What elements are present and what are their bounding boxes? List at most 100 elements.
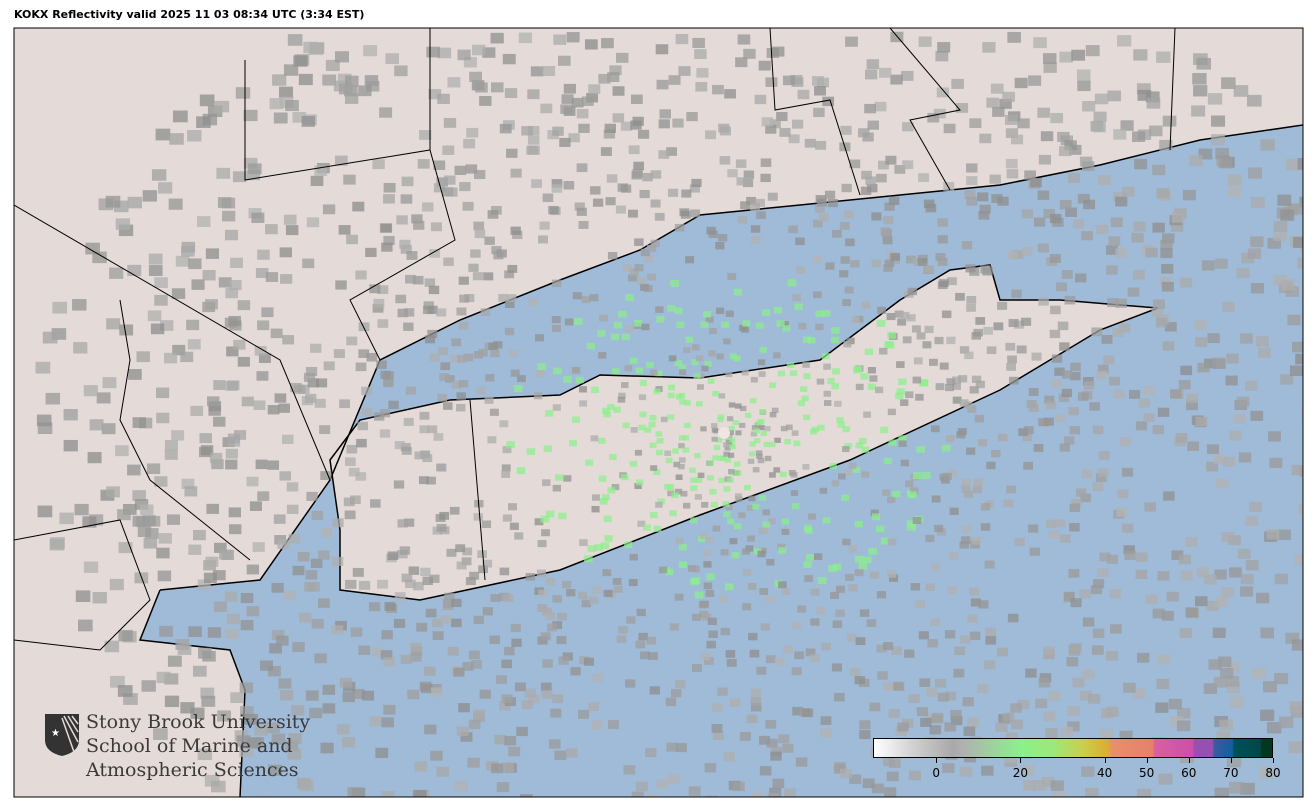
echo-pixel bbox=[164, 352, 178, 364]
echo-pixel bbox=[1028, 403, 1039, 412]
echo-pixel bbox=[226, 346, 239, 357]
echo-pixel bbox=[962, 478, 972, 487]
echo-pixel bbox=[1145, 91, 1160, 103]
echo-pixel bbox=[37, 505, 53, 518]
echo-pixel bbox=[583, 555, 593, 563]
echo-pixel bbox=[1285, 632, 1300, 644]
echo-pixel bbox=[749, 441, 756, 447]
echo-pixel bbox=[504, 646, 515, 656]
echo-pixel bbox=[778, 581, 787, 589]
echo-pixel bbox=[602, 407, 610, 414]
echo-pixel bbox=[1123, 545, 1135, 555]
echo-pixel bbox=[1286, 158, 1301, 171]
echo-pixel bbox=[969, 631, 981, 641]
echo-pixel bbox=[648, 421, 656, 428]
echo-pixel bbox=[358, 580, 371, 590]
echo-pixel bbox=[453, 667, 465, 677]
echo-pixel bbox=[785, 424, 793, 430]
echo-pixel bbox=[168, 198, 183, 210]
echo-pixel bbox=[640, 248, 650, 257]
echo-pixel bbox=[1236, 396, 1250, 407]
echo-pixel bbox=[405, 274, 416, 284]
echo-pixel bbox=[1005, 128, 1019, 139]
echo-pixel bbox=[1267, 722, 1282, 734]
echo-pixel bbox=[504, 327, 515, 336]
echo-pixel bbox=[773, 306, 783, 314]
echo-pixel bbox=[566, 32, 580, 43]
echo-pixel bbox=[148, 253, 163, 265]
echo-pixel bbox=[563, 475, 572, 482]
echo-pixel bbox=[792, 706, 803, 716]
echo-pixel bbox=[607, 72, 620, 83]
sbu-logo: ★ Stony Brook University School of Marin… bbox=[44, 711, 310, 782]
echo-pixel bbox=[905, 391, 914, 399]
echo-pixel bbox=[273, 514, 286, 524]
echo-pixel bbox=[473, 513, 483, 521]
echo-pixel bbox=[841, 183, 852, 193]
echo-pixel bbox=[885, 155, 897, 165]
echo-pixel bbox=[997, 301, 1008, 310]
echo-pixel bbox=[739, 422, 746, 428]
echo-pixel bbox=[113, 200, 129, 213]
echo-pixel bbox=[843, 210, 854, 219]
echo-pixel bbox=[635, 367, 644, 374]
echo-pixel bbox=[164, 440, 178, 451]
echo-pixel bbox=[1291, 464, 1303, 476]
echo-pixel bbox=[350, 495, 361, 505]
echo-pixel bbox=[256, 371, 269, 381]
echo-pixel bbox=[1281, 279, 1295, 291]
echo-pixel bbox=[717, 687, 728, 696]
echo-pixel bbox=[797, 400, 805, 407]
echo-pixel bbox=[944, 722, 956, 732]
echo-pixel bbox=[301, 116, 316, 127]
echo-pixel bbox=[506, 294, 517, 302]
echo-pixel bbox=[1081, 231, 1093, 241]
echo-pixel bbox=[1287, 314, 1301, 326]
echo-pixel bbox=[763, 441, 771, 448]
echo-pixel bbox=[1214, 569, 1227, 580]
echo-pixel bbox=[788, 225, 798, 234]
echo-pixel bbox=[648, 652, 658, 660]
echo-pixel bbox=[791, 621, 801, 630]
echo-pixel bbox=[676, 321, 685, 328]
echo-pixel bbox=[579, 400, 588, 407]
echo-pixel bbox=[962, 697, 974, 707]
echo-pixel bbox=[761, 117, 773, 127]
echo-pixel bbox=[200, 445, 214, 456]
echo-pixel bbox=[258, 353, 271, 363]
echo-pixel bbox=[1226, 353, 1239, 364]
echo-pixel bbox=[941, 310, 952, 319]
echo-pixel bbox=[966, 295, 977, 304]
echo-pixel bbox=[678, 463, 685, 470]
echo-pixel bbox=[501, 470, 511, 478]
echo-pixel bbox=[675, 743, 687, 753]
echo-pixel bbox=[964, 190, 976, 200]
echo-pixel bbox=[429, 249, 441, 258]
echo-pixel bbox=[358, 322, 370, 332]
echo-pixel bbox=[810, 618, 820, 626]
echo-pixel bbox=[381, 242, 393, 252]
echo-pixel bbox=[197, 579, 211, 590]
echo-pixel bbox=[726, 416, 734, 422]
echo-pixel bbox=[869, 702, 881, 712]
echo-pixel bbox=[655, 370, 663, 377]
echo-pixel bbox=[735, 403, 742, 409]
echo-pixel bbox=[540, 632, 551, 641]
echo-pixel bbox=[842, 426, 851, 433]
echo-pixel bbox=[612, 577, 622, 585]
echo-pixel bbox=[701, 365, 709, 372]
echo-pixel bbox=[934, 524, 944, 533]
echo-pixel bbox=[1068, 407, 1079, 416]
echo-pixel bbox=[358, 349, 370, 358]
echo-pixel bbox=[769, 441, 776, 448]
echo-pixel bbox=[747, 458, 755, 464]
echo-pixel bbox=[636, 608, 646, 617]
echo-pixel bbox=[1123, 682, 1136, 693]
echo-pixel bbox=[766, 738, 778, 748]
echo-pixel bbox=[187, 339, 201, 350]
echo-pixel bbox=[272, 74, 287, 86]
echo-pixel bbox=[439, 373, 450, 381]
echo-pixel bbox=[767, 793, 780, 797]
echo-pixel bbox=[456, 561, 467, 570]
echo-pixel bbox=[342, 737, 355, 748]
